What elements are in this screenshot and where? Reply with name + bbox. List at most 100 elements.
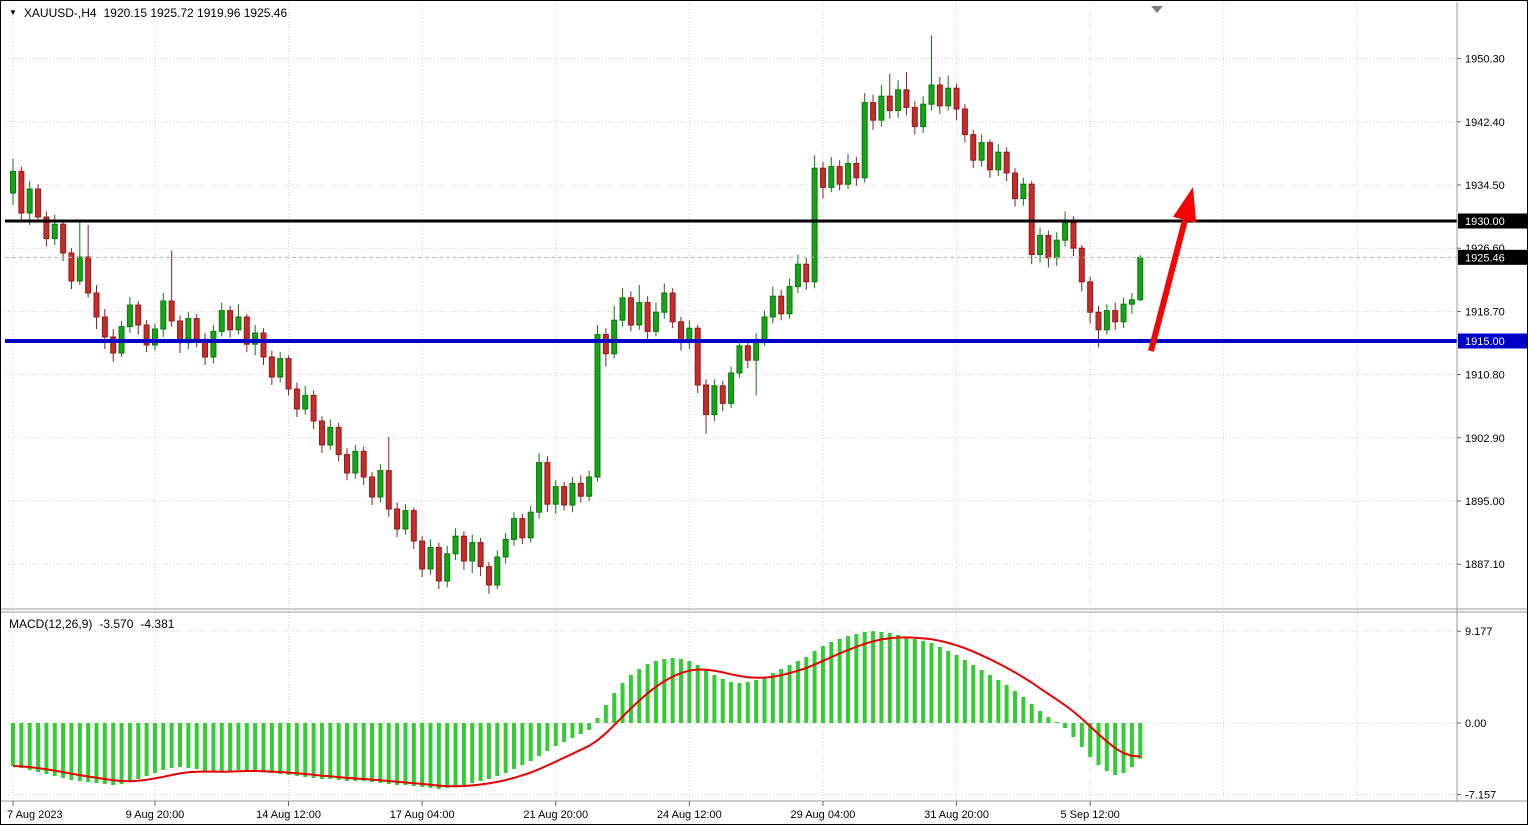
macd-bar <box>386 723 391 784</box>
macd-bar <box>921 641 926 723</box>
candle-body <box>719 385 726 404</box>
candle-body <box>661 292 668 313</box>
candle-body <box>293 388 300 410</box>
candle-body <box>51 223 58 240</box>
time-axis[interactable]: 7 Aug 2023 9 Aug 20:00 14 Aug 12:00 17 Aug … <box>7 801 1120 821</box>
macd-bar <box>303 723 308 777</box>
macd-bar <box>278 723 283 774</box>
bullish-arrow-shaft[interactable] <box>1148 219 1188 352</box>
macd-bar <box>395 723 400 785</box>
macd-bar <box>11 723 15 766</box>
candle-body <box>703 384 710 416</box>
candle-body <box>210 330 217 358</box>
macd-bar <box>436 723 441 789</box>
level-lines-layer[interactable] <box>5 219 1457 343</box>
macd-bar <box>662 659 667 723</box>
candle-body <box>711 385 718 416</box>
candle-body <box>193 318 200 340</box>
macd-bar <box>1138 723 1143 759</box>
candle-body <box>302 394 309 410</box>
macd-bar <box>345 723 349 781</box>
candle-body <box>1137 256 1144 301</box>
macd-bar <box>862 632 867 723</box>
candle-body <box>586 476 593 497</box>
macd-bar <box>27 723 32 770</box>
candle-body <box>694 327 701 386</box>
annotations-layer[interactable] <box>1148 6 1197 352</box>
candle-body <box>452 535 459 555</box>
candle-body <box>1020 183 1027 200</box>
candle-body <box>227 310 234 331</box>
candle-body <box>1053 239 1060 259</box>
price-axis[interactable]: 1950.301942.401934.501926.601918.701910.… <box>1457 54 1528 802</box>
macd-bar <box>52 723 57 776</box>
macd-bar <box>962 660 967 723</box>
chart-title-bar: ▼ XAUUSD-,H4 1920.15 1925.72 1919.96 192… <box>9 6 287 20</box>
macd-bar <box>119 723 124 784</box>
candle-body <box>928 84 935 105</box>
candle-body <box>385 470 392 510</box>
symbol-dropdown-icon[interactable]: ▼ <box>9 8 17 17</box>
candle-body <box>143 324 150 346</box>
macd-bar <box>328 723 333 779</box>
candle-body <box>18 170 25 214</box>
macd-bar <box>169 723 174 768</box>
candle-body <box>945 87 952 107</box>
candle-body <box>402 510 409 530</box>
macd-bar <box>846 636 850 723</box>
macd-bar <box>294 723 299 776</box>
macd-bar <box>795 661 800 723</box>
candle-body <box>469 542 476 562</box>
candle-body <box>76 256 83 282</box>
candle-body <box>970 134 977 161</box>
macd-signal-layer <box>12 636 1141 788</box>
macd-bar <box>770 673 775 723</box>
macd-bar <box>762 677 767 723</box>
macd-bar <box>971 665 976 723</box>
macd-main-value: -3.570 <box>99 617 134 631</box>
macd-histogram-layer <box>11 631 1143 789</box>
macd-bar <box>1021 697 1026 723</box>
candle-body <box>502 538 509 558</box>
macd-bar <box>1038 711 1043 723</box>
support-price-tag-label: 1915.00 <box>1465 336 1505 348</box>
candle-body <box>444 553 451 582</box>
candle-body <box>344 454 350 474</box>
candle-body <box>986 142 993 171</box>
candle-body <box>10 170 16 194</box>
candle-body <box>561 486 568 506</box>
bullish-arrow-head[interactable] <box>1173 187 1197 223</box>
candle-body <box>369 476 376 498</box>
candle-body <box>168 300 175 322</box>
candle-body <box>135 304 142 326</box>
candle-body <box>1045 234 1052 259</box>
time-axis-label: 24 Aug 12:00 <box>657 809 722 821</box>
macd-bar <box>253 723 258 771</box>
macd-bar <box>871 631 876 723</box>
candle-body <box>285 358 292 390</box>
candle-body <box>1087 281 1094 313</box>
candle-body <box>903 89 910 108</box>
candle-body <box>252 332 259 345</box>
candle-body <box>1062 222 1069 241</box>
macd-bar <box>403 723 408 785</box>
candle-body <box>485 566 492 586</box>
macd-bar <box>1079 723 1084 747</box>
macd-bar <box>453 723 458 787</box>
macd-bar <box>1004 685 1009 723</box>
candle-body <box>853 162 860 179</box>
candle-body <box>1078 247 1085 283</box>
time-axis-label: 31 Aug 20:00 <box>924 809 989 821</box>
macd-bar <box>411 723 416 786</box>
macd-bar <box>353 723 358 781</box>
ohlc-values: 1920.15 1925.72 1919.96 1925.46 <box>103 6 288 20</box>
candle-body <box>527 511 534 539</box>
candle-body <box>1028 183 1035 256</box>
time-axis-label: 17 Aug 04:00 <box>390 809 455 821</box>
candle-body <box>594 334 601 478</box>
time-axis-label: 9 Aug 20:00 <box>126 809 185 821</box>
macd-bar <box>737 683 742 723</box>
macd-bar <box>44 723 49 774</box>
